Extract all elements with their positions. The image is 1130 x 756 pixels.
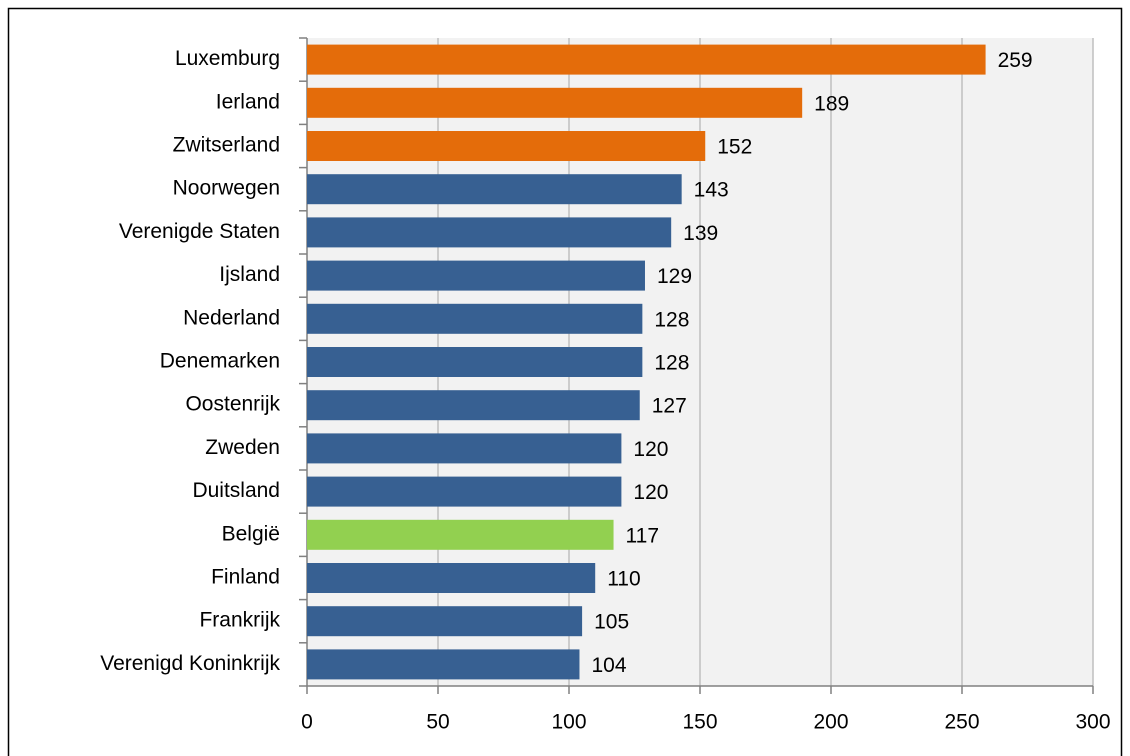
value-label: 104 [591,654,626,677]
value-label: 127 [652,395,687,418]
value-label: 120 [633,481,668,504]
bar [307,433,622,464]
y-tick-label: Zwitserland [173,134,280,157]
bar [307,519,614,550]
y-tick-label: Noorwegen [173,177,280,200]
value-label: 117 [626,524,659,547]
bar [307,44,986,75]
y-tick-label: Frankrijk [199,609,280,632]
x-tick-label: 0 [301,711,313,734]
bar [307,563,596,593]
bar [307,476,622,507]
value-label: 129 [657,265,692,288]
bar [307,260,645,291]
value-label: 128 [654,352,689,375]
x-tick-label: 100 [551,711,586,734]
y-tick-label: Ierland [216,90,280,113]
bar [307,174,682,205]
value-label: 110 [607,568,640,591]
x-tick-label: 150 [682,711,717,734]
y-tick-label: Verenigd Koninkrijk [100,652,280,675]
value-label: 128 [654,308,689,331]
y-tick-label: Zweden [205,436,280,459]
x-tick-label: 250 [944,711,979,734]
y-tick-label: Duitsland [192,479,280,502]
x-tick-label: 300 [1075,711,1110,734]
y-tick-label: Oostenrijk [185,393,280,416]
value-label: 143 [694,179,729,202]
value-label: 189 [814,92,849,115]
bar [307,390,640,421]
y-tick-label: Nederland [183,306,280,329]
y-tick-label: Denemarken [160,350,280,373]
bar [307,347,643,377]
x-tick-label: 200 [813,711,848,734]
y-tick-label: Luxemburg [175,47,280,70]
value-label: 105 [594,611,629,634]
bar [307,649,580,680]
value-label: 152 [717,136,752,159]
bar [307,131,706,161]
value-label: 120 [633,438,668,461]
y-tick-label: Ijsland [219,263,280,286]
y-tick-label: Finland [211,566,280,589]
bar [307,217,672,248]
bar [307,606,583,637]
bar [307,303,643,334]
y-tick-label: België [222,522,280,545]
value-label: 139 [683,222,718,245]
value-label: 259 [998,49,1033,72]
y-tick-label: Verenigde Staten [119,220,280,243]
x-tick-label: 50 [426,711,449,734]
bar [307,87,803,118]
